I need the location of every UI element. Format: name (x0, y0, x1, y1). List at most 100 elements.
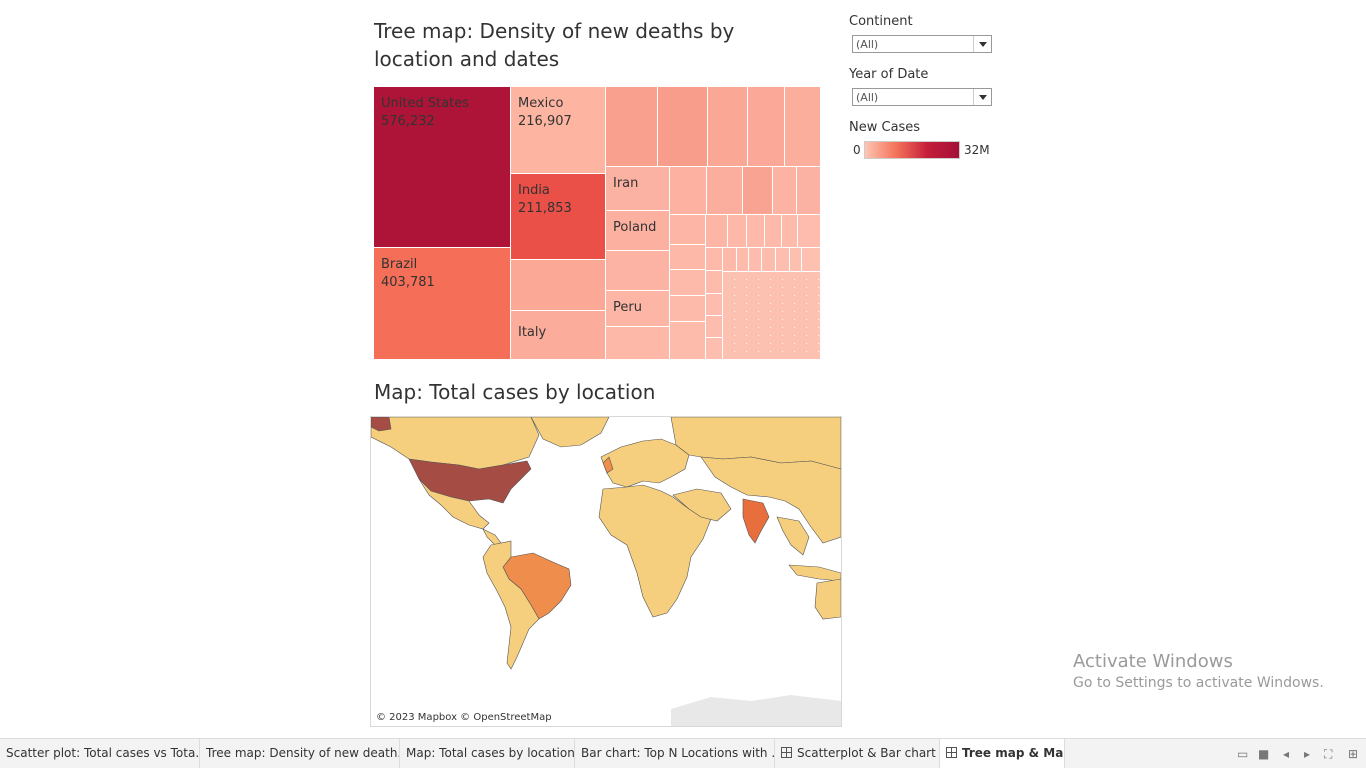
treemap-cell-mexico[interactable]: Mexico 216,907 (511, 87, 606, 174)
region-asia (700, 456, 841, 544)
treemap-cell[interactable] (743, 167, 773, 215)
dashboard-icon (781, 747, 792, 758)
treemap-chart[interactable]: United States 576,232 Brazil 403,781 Mexic… (374, 87, 821, 360)
treemap-cell-poland[interactable]: Poland (606, 211, 670, 251)
filmstrip-icon[interactable]: ▭ (1237, 747, 1249, 761)
treemap-cell[interactable] (737, 248, 749, 272)
cell-value: 211,853 (518, 201, 572, 216)
treemap-cell[interactable] (706, 316, 723, 338)
treemap-cell[interactable] (706, 294, 723, 316)
map-title: Map: Total cases by location (374, 380, 656, 404)
dropdown-value: (All) (856, 38, 879, 51)
chevron-down-icon[interactable] (973, 89, 991, 105)
treemap-cell[interactable] (706, 248, 723, 271)
treemap-cell[interactable] (707, 167, 743, 215)
region-india (742, 498, 770, 544)
legend-min: 0 (853, 143, 861, 157)
treemap-cell[interactable] (802, 248, 821, 272)
treemap-cell[interactable] (670, 270, 706, 296)
treemap-cell[interactable] (606, 251, 670, 291)
treemap-cell-iran[interactable]: Iran (606, 167, 670, 211)
region-antarctica (671, 695, 841, 726)
activate-windows-watermark: Activate Windows Go to Settings to activ… (1073, 651, 1324, 691)
treemap-cell-brazil[interactable]: Brazil 403,781 (374, 248, 511, 360)
map-canvas[interactable] (371, 417, 841, 726)
treemap-cell[interactable] (748, 87, 785, 167)
tab-map[interactable]: Map: Total cases by location (400, 739, 575, 768)
grid-view-icon[interactable]: ■ (1258, 747, 1270, 761)
prev-sheet-icon[interactable]: ◂ (1283, 747, 1290, 761)
next-sheet-icon[interactable]: ▸ (1304, 747, 1311, 761)
tab-dashboard-tree-map[interactable]: Tree map & Map (940, 739, 1065, 768)
treemap-cell[interactable] (785, 87, 821, 167)
cell-name: United States (381, 96, 470, 111)
treemap-cell[interactable] (670, 167, 707, 215)
treemap-cell[interactable] (670, 215, 706, 245)
treemap-cell-united-states[interactable]: United States 576,232 (374, 87, 511, 248)
world-map[interactable]: © 2023 Mapbox © OpenStreetMap (370, 416, 842, 727)
cell-value: 403,781 (381, 275, 435, 290)
treemap-cell[interactable] (749, 248, 762, 272)
sheet-tab-bar: Scatter plot: Total cases vs Tota... Tre… (0, 738, 1366, 768)
watermark-line1: Activate Windows (1073, 651, 1233, 672)
color-legend-bar (864, 141, 960, 159)
region-mexico (418, 478, 490, 530)
tab-scatter-plot[interactable]: Scatter plot: Total cases vs Tota... (0, 739, 200, 768)
cell-name: Italy (518, 325, 547, 340)
treemap-cell[interactable] (773, 167, 797, 215)
treemap-cell-italy[interactable]: Italy (511, 311, 606, 360)
treemap-cell[interactable] (706, 215, 728, 248)
region-alaska (371, 417, 392, 432)
cell-value: 576,232 (381, 114, 435, 129)
region-southeast-asia (776, 516, 810, 556)
region-uk (602, 456, 614, 474)
continent-filter-label: Continent (849, 14, 913, 29)
treemap-cell[interactable] (723, 272, 821, 360)
cell-value: 216,907 (518, 114, 572, 129)
treemap-cell[interactable] (776, 248, 790, 272)
year-dropdown[interactable]: (All) (852, 88, 992, 106)
treemap-cell[interactable] (798, 215, 821, 248)
treemap-cell-peru[interactable]: Peru (606, 291, 670, 327)
treemap-cell[interactable] (782, 215, 798, 248)
treemap-cell[interactable] (747, 215, 765, 248)
legend-max: 32M (964, 143, 990, 157)
treemap-cell[interactable] (708, 87, 748, 167)
cell-name: Poland (613, 220, 657, 235)
region-africa (598, 484, 712, 618)
fullscreen-icon[interactable]: ⛶ (1324, 747, 1333, 761)
treemap-cell[interactable] (790, 248, 802, 272)
tab-dashboard-scatter-bar[interactable]: Scatterplot & Bar chart (775, 739, 940, 768)
watermark-line2: Go to Settings to activate Windows. (1073, 675, 1324, 691)
cell-name: Mexico (518, 96, 564, 111)
treemap-cell[interactable] (670, 322, 706, 360)
region-south-america (482, 540, 540, 670)
year-filter-label: Year of Date (849, 67, 929, 82)
region-europe (600, 438, 690, 488)
region-canada (371, 417, 540, 470)
treemap-cell[interactable] (658, 87, 708, 167)
treemap-cell[interactable] (765, 215, 782, 248)
region-indonesia (788, 564, 841, 582)
treemap-cell-india[interactable]: India 211,853 (511, 174, 606, 260)
treemap-cell[interactable] (797, 167, 821, 215)
treemap-cell-unlabeled[interactable] (511, 260, 606, 311)
continent-dropdown[interactable]: (All) (852, 35, 992, 53)
treemap-cell[interactable] (723, 248, 737, 272)
grid-icon[interactable]: ⊞ (1348, 747, 1359, 761)
tab-tree-map[interactable]: Tree map: Density of new death... (200, 739, 400, 768)
treemap-cell[interactable] (606, 87, 658, 167)
cell-name: India (518, 183, 550, 198)
region-central-america (482, 528, 502, 546)
treemap-cell[interactable] (706, 338, 723, 360)
treemap-cell[interactable] (670, 296, 706, 322)
treemap-cell[interactable] (728, 215, 747, 248)
chevron-down-icon[interactable] (973, 36, 991, 52)
treemap-cell[interactable] (706, 271, 723, 294)
tab-label: Scatterplot & Bar chart (797, 746, 936, 760)
tab-bar-chart[interactable]: Bar chart: Top N Locations with ... (575, 739, 775, 768)
treemap-cell[interactable] (670, 245, 706, 270)
map-credit: © 2023 Mapbox © OpenStreetMap (376, 712, 552, 723)
treemap-cell[interactable] (606, 327, 670, 360)
treemap-cell[interactable] (762, 248, 776, 272)
